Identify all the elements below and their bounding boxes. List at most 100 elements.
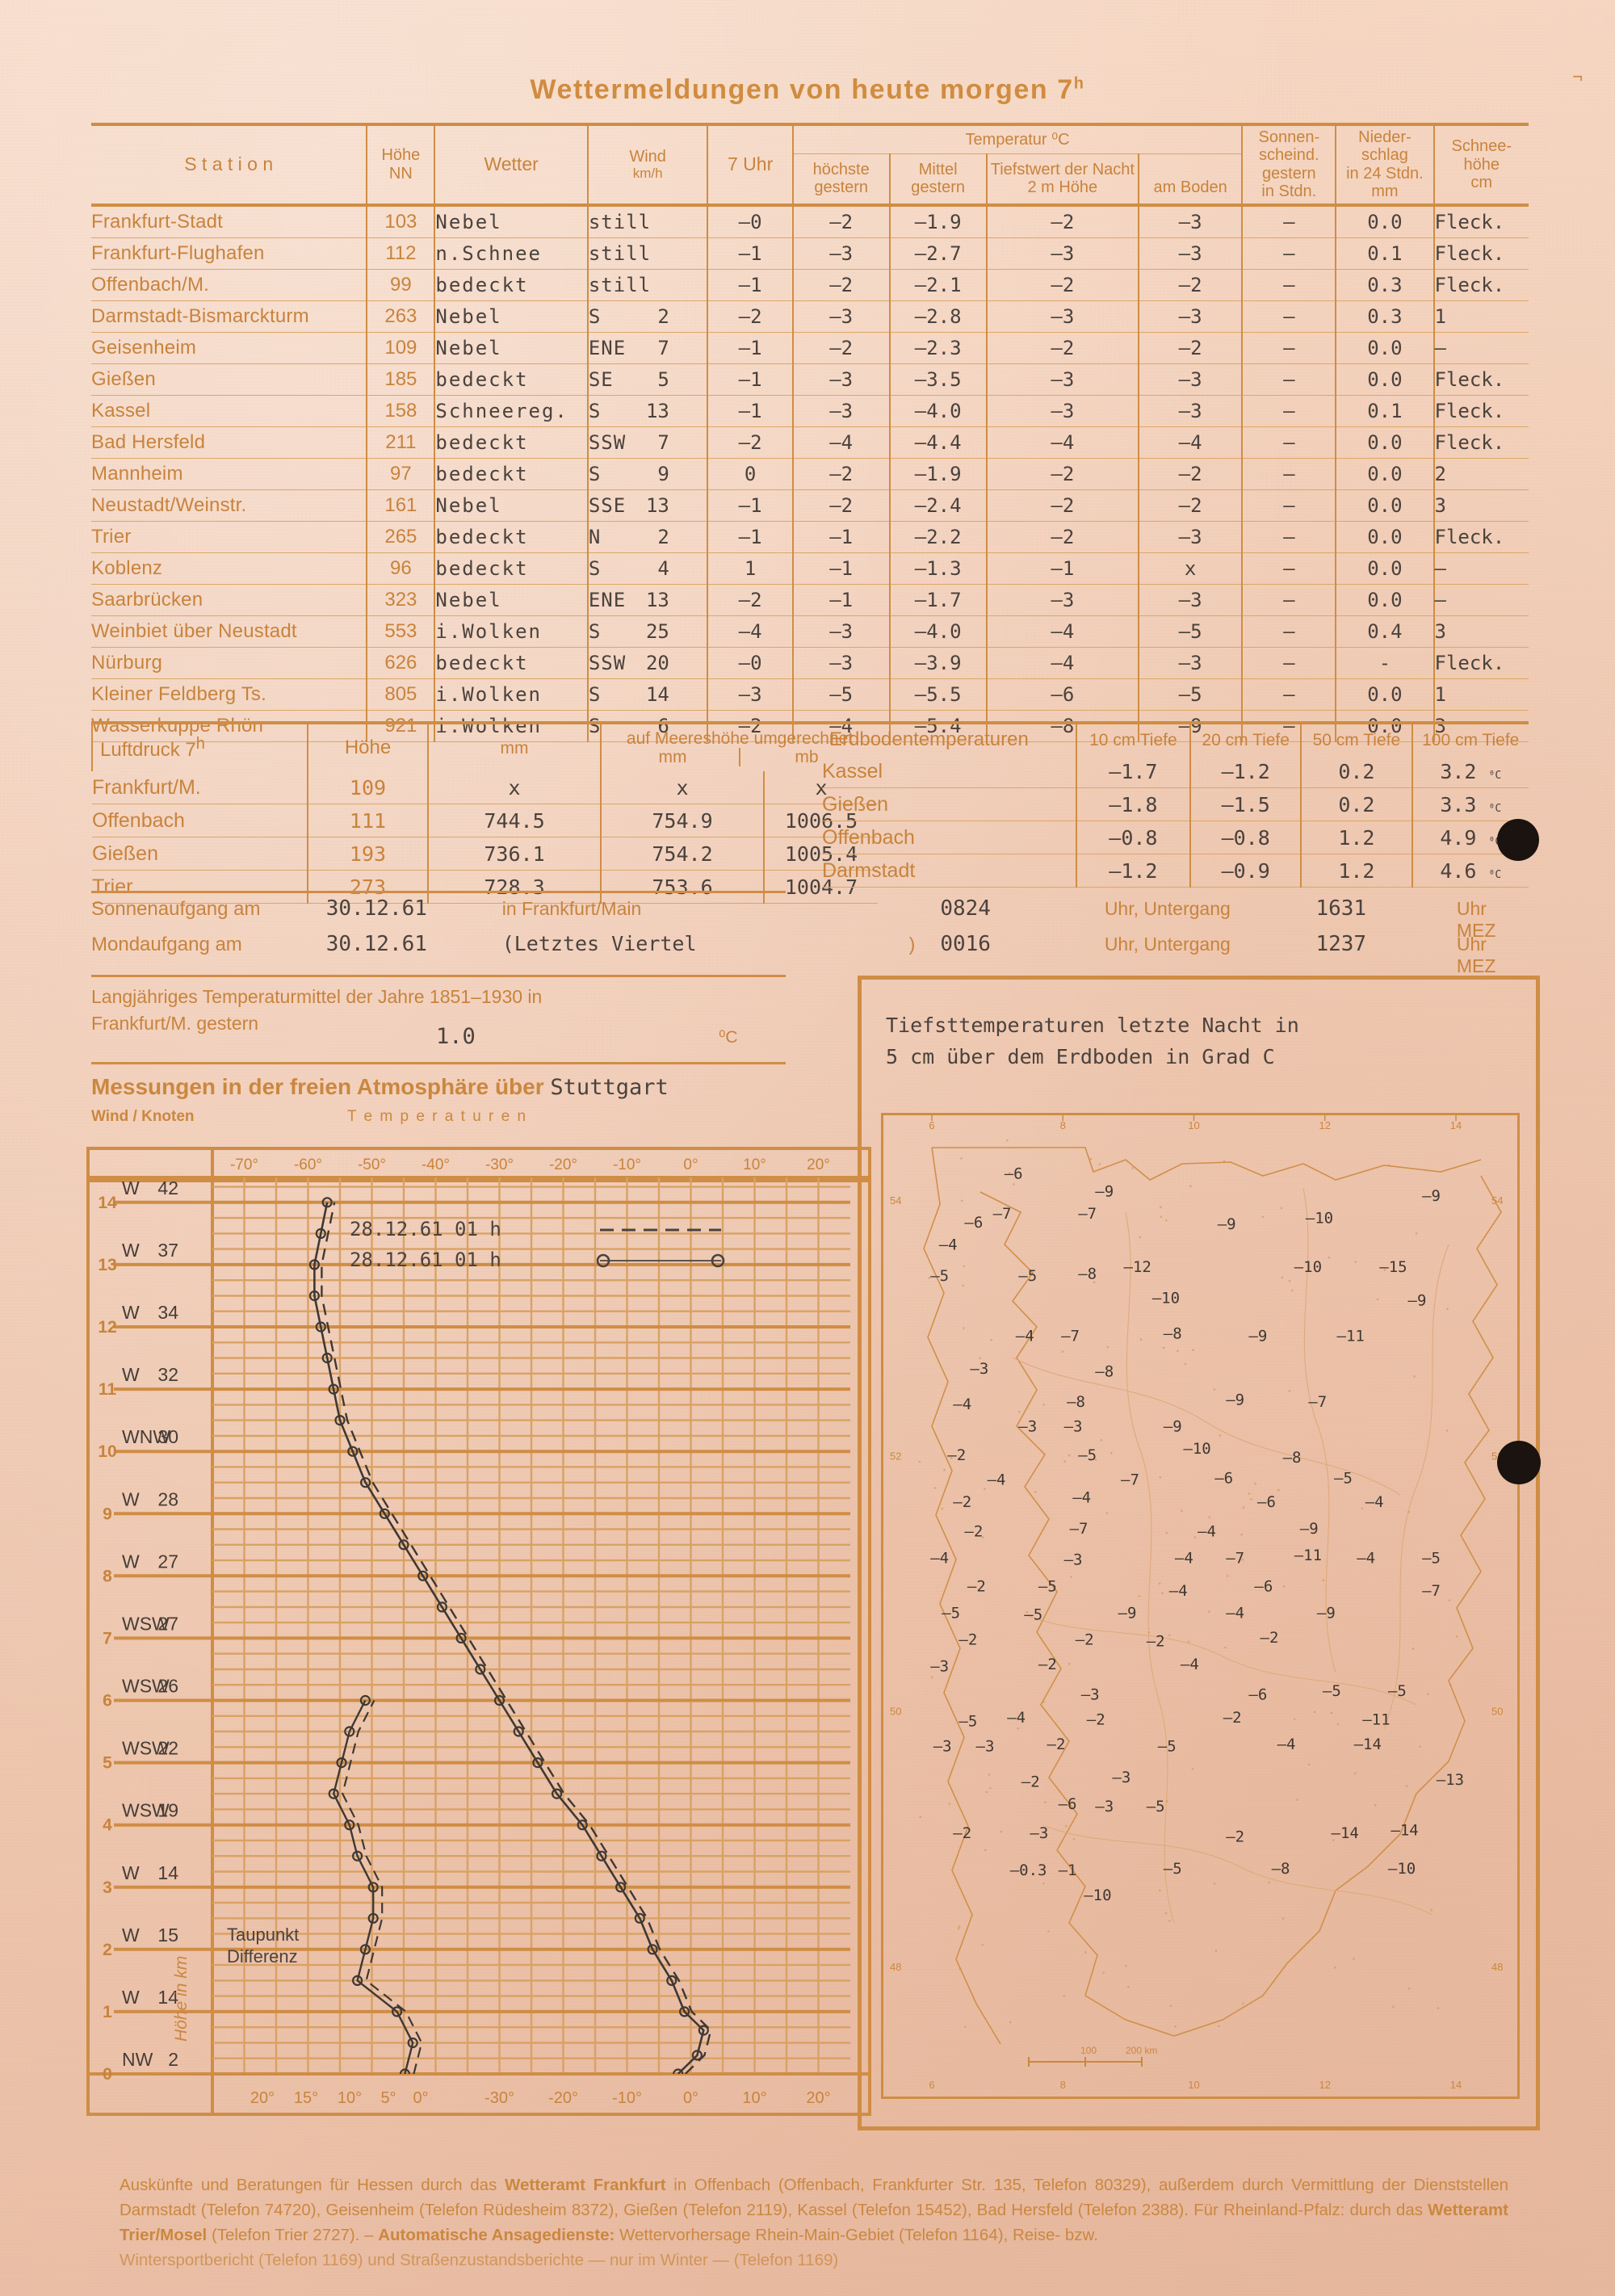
dewpoint-point bbox=[399, 2068, 410, 2074]
map-temperature-value: –4 bbox=[953, 1396, 971, 1413]
legend-entry-1-text: 28.12.61 01 h bbox=[350, 1218, 501, 1240]
map-temperature-value: –8 bbox=[1164, 1324, 1182, 1342]
map-city-dot bbox=[1214, 1950, 1218, 1953]
map-city-dot bbox=[1164, 1912, 1168, 1915]
cell-soil-100cm: 3.2 ⁰C bbox=[1411, 755, 1529, 788]
table-row: Gießen 185 bedeckt SE 5 –1 –3 –3.5 –3 –3–0.0 Fleck… bbox=[91, 363, 1529, 396]
cell-wetter: Nebel bbox=[434, 489, 589, 522]
col-tief-boden: am Boden bbox=[1137, 153, 1244, 205]
temperature-point bbox=[513, 1726, 524, 1737]
map-temperature-value: –2 bbox=[1087, 1710, 1105, 1728]
footer-p1c: in Offenbach (Offenbach, Frankfurter Str… bbox=[120, 2176, 1508, 2220]
cell-tmittel: –3.9 bbox=[888, 647, 988, 679]
cell-luftdruck-station: Gießen bbox=[92, 837, 308, 871]
sunrise-place: in Frankfurt/Main bbox=[501, 898, 642, 919]
cell-niederschlag: 0.0 bbox=[1335, 521, 1435, 553]
map-temperature-value: –7 bbox=[1422, 1582, 1441, 1600]
map-temperature-value: –7 bbox=[1070, 1520, 1089, 1538]
chart-y-tick: 11 bbox=[99, 1380, 117, 1399]
map-temperature-value: –4 bbox=[1175, 1549, 1193, 1567]
cell-tmin-2m: –1 bbox=[985, 552, 1139, 585]
cell-tmin-boden: –3 bbox=[1137, 584, 1244, 616]
cell-luftdruck-mm: 744.5 bbox=[427, 804, 602, 837]
cell-hoehe: 805 bbox=[366, 678, 436, 711]
cell-tmittel: –1.9 bbox=[888, 204, 988, 238]
temperature-point bbox=[698, 2025, 709, 2036]
map-temperature-value: –9 bbox=[1422, 1187, 1441, 1205]
wind-knots: 32 bbox=[157, 1364, 178, 1385]
cell-luftdruck-mm-sea: 754.9 bbox=[600, 804, 765, 837]
temperature-point bbox=[691, 2050, 703, 2061]
map-city-dot bbox=[1018, 1410, 1021, 1413]
wind-knots: 37 bbox=[157, 1240, 178, 1261]
map-city-dot bbox=[1313, 1710, 1316, 1714]
map-temperature-value: –4 bbox=[939, 1236, 958, 1253]
map-city-dot bbox=[1446, 1308, 1449, 1311]
map-city-dot bbox=[1159, 1889, 1161, 1892]
col-sonnenschein-l3: gestern bbox=[1261, 164, 1316, 183]
map-city-dot bbox=[1430, 1908, 1433, 1912]
cell-tmittel: –2.7 bbox=[888, 237, 988, 270]
chart-bottom-tick-right: 0° bbox=[683, 2089, 698, 2107]
map-temperature-value: –6 bbox=[1254, 1578, 1273, 1596]
footer-ansagedienste: Automatische Ansagedienste: bbox=[378, 2226, 615, 2245]
cell-hoehe: 553 bbox=[366, 615, 436, 648]
footer-p2: Wintersportbericht (Telefon 1169) und St… bbox=[120, 2251, 839, 2270]
wind-direction: W bbox=[122, 1551, 140, 1572]
map-temperature-value: –5 bbox=[1078, 1446, 1097, 1464]
wind-direction: WSW bbox=[122, 1613, 170, 1634]
upper-air-heading: Messungen in der freien Atmosphäre über … bbox=[91, 1074, 669, 1100]
map-city-dot bbox=[958, 1925, 961, 1928]
map-tick-bottom: 14 bbox=[1450, 2079, 1462, 2091]
cell-t7: –4 bbox=[707, 615, 794, 648]
cell-niederschlag: 0.3 bbox=[1335, 269, 1435, 301]
cell-soil-10cm: –0.8 bbox=[1075, 821, 1192, 854]
chart-top-tick: -10° bbox=[613, 1156, 641, 1173]
chart-y-tick: 2 bbox=[103, 1941, 112, 1959]
cell-sonnenschein: – bbox=[1241, 395, 1337, 427]
dewpoint-point bbox=[367, 1882, 379, 1893]
cell-tmittel: –5.5 bbox=[888, 678, 988, 711]
sun-moon-block: Sonnenaufgang am 30.12.61 in Frankfurt/M… bbox=[91, 896, 1529, 976]
map-temperature-value: –2 bbox=[1261, 1629, 1279, 1647]
map-temperature-value: –1 bbox=[1059, 1862, 1077, 1879]
cell-niederschlag: 0.4 bbox=[1335, 615, 1435, 648]
col-tief-boden-sub: am Boden bbox=[1153, 178, 1227, 197]
map-city-dot bbox=[1189, 1185, 1192, 1187]
map-city-dot bbox=[1407, 1510, 1410, 1513]
cell-station: Darmstadt-Bismarckturm bbox=[91, 300, 368, 333]
temperature-point bbox=[347, 1446, 359, 1457]
cell-tmax: –2 bbox=[791, 458, 891, 490]
map-city-dot bbox=[1008, 1172, 1011, 1174]
map-city-dot bbox=[960, 1157, 963, 1160]
cell-luftdruck-mb: 1004.7 bbox=[763, 870, 878, 904]
cell-station: Kleiner Feldberg Ts. bbox=[91, 678, 368, 711]
cell-tmin-2m: –3 bbox=[985, 363, 1139, 396]
map-city-dot bbox=[1407, 1987, 1411, 1990]
cell-tmin-2m: –2 bbox=[985, 204, 1139, 238]
cell-hoehe: 161 bbox=[366, 489, 436, 522]
wind-knots: 2 bbox=[168, 2049, 178, 2070]
cell-station: Gießen bbox=[91, 363, 368, 396]
cell-schneehoehe: 1 bbox=[1433, 300, 1529, 333]
cell-station: Weinbiet über Neustadt bbox=[91, 615, 368, 648]
map-city-dot bbox=[964, 2025, 967, 2028]
map-city-dot bbox=[1449, 1684, 1452, 1686]
col-temperatur-group: Temperatur ⁰C bbox=[791, 123, 1244, 155]
cell-soil-50cm: 1.2 bbox=[1300, 854, 1413, 888]
map-city-dot bbox=[990, 1339, 992, 1341]
wind-knots: 14 bbox=[157, 1987, 178, 2008]
cell-soil-10cm: –1.8 bbox=[1075, 787, 1192, 821]
moonrise-label: Mondaufgang am bbox=[91, 934, 242, 955]
chart-bottom-tick-right: -20° bbox=[548, 2089, 578, 2107]
chart-top-tick: 10° bbox=[743, 1156, 766, 1173]
cell-wetter: bedeckt bbox=[434, 363, 589, 396]
map-city-dot bbox=[1291, 1289, 1294, 1292]
col-sonnenschein-l2: scheind. bbox=[1259, 146, 1319, 165]
cell-t7: –1 bbox=[707, 521, 794, 553]
temperature-point bbox=[398, 1539, 409, 1551]
map-temperature-value: –11 bbox=[1362, 1710, 1390, 1728]
col-hoechste: höchste gestern bbox=[791, 153, 891, 205]
map-city-dot bbox=[1374, 1803, 1377, 1807]
cell-tmax: –2 bbox=[791, 332, 891, 364]
